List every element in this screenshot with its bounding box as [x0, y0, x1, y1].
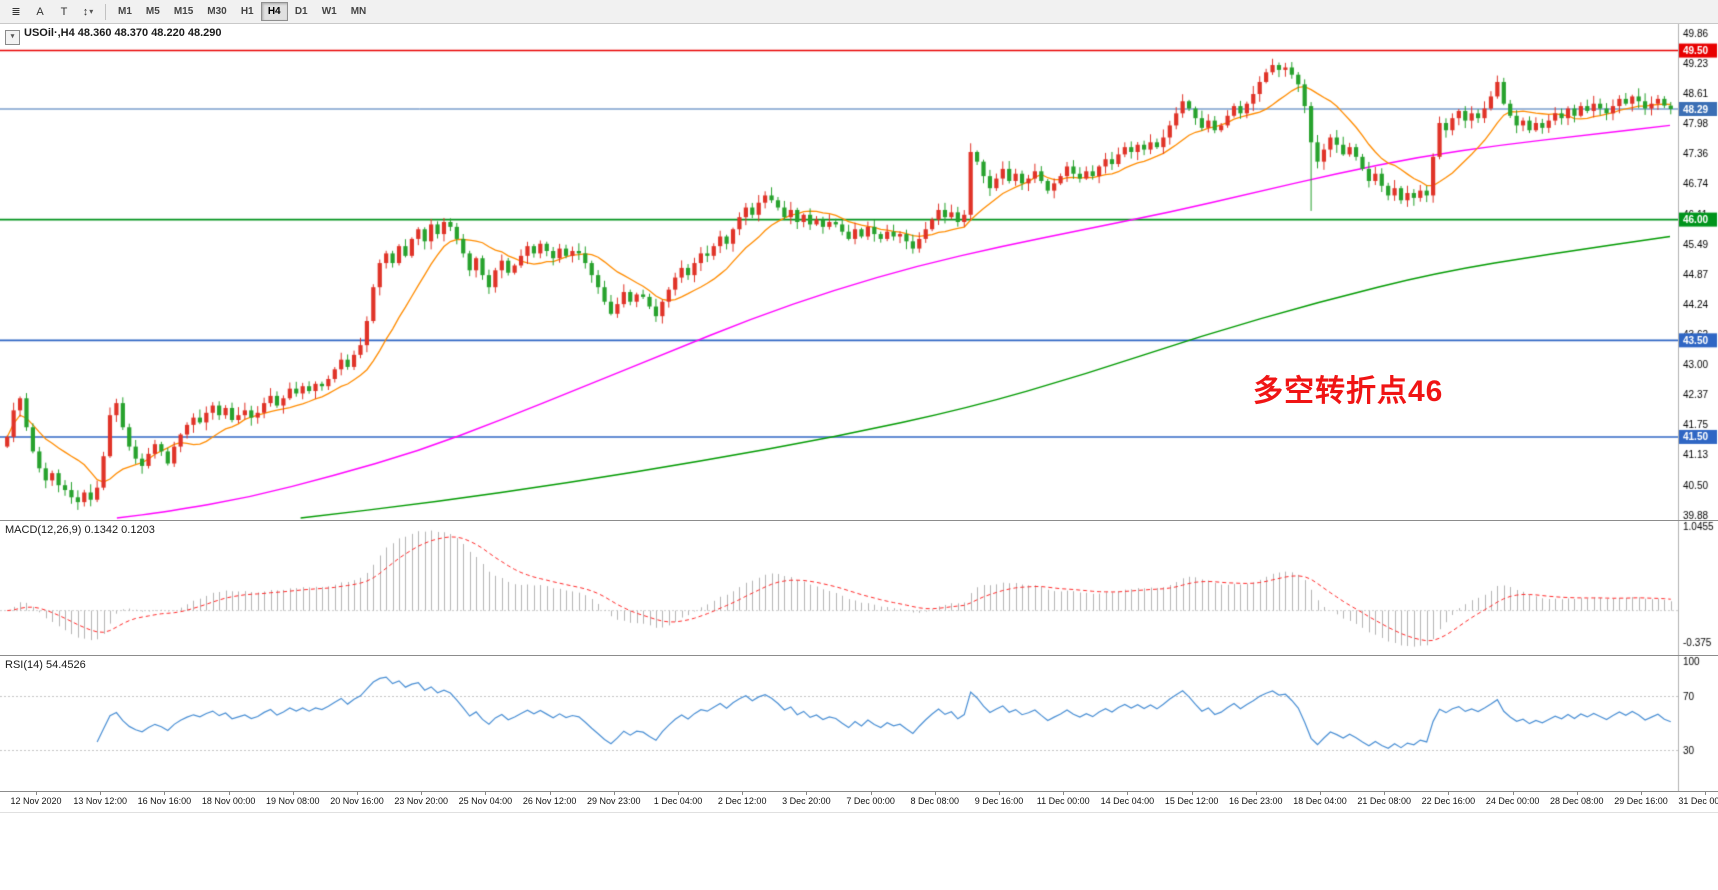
time-axis-label: 26 Nov 12:00	[522, 796, 577, 806]
letter-a-icon: A	[36, 5, 44, 18]
macd-label: MACD(12,26,9) 0.1342 0.1203	[5, 524, 155, 536]
time-axis-label: 7 Dec 00:00	[846, 796, 895, 806]
time-axis-label: 31 Dec 00:00	[1678, 796, 1718, 806]
timeframe-h4-button[interactable]: H4	[260, 2, 288, 21]
time-axis-tick	[1705, 792, 1707, 795]
quote-list-button[interactable]: ≣	[5, 2, 27, 21]
time-axis-label: 16 Nov 16:00	[137, 796, 192, 806]
time-axis-label: 29 Dec 16:00	[1614, 796, 1668, 806]
time-axis-tick	[742, 792, 744, 795]
collapse-toggle[interactable]: ▾	[5, 30, 20, 45]
timeframe-h1-button[interactable]: H1	[234, 2, 261, 21]
time-axis-tick	[1191, 792, 1193, 795]
chart-annotation: 多空转折点46	[1253, 375, 1444, 408]
time-axis-label: 15 Dec 12:00	[1164, 796, 1219, 806]
time-axis-tick	[1576, 792, 1578, 795]
rsi-canvas[interactable]	[0, 656, 1718, 791]
time-axis-tick	[36, 792, 37, 795]
scale-mode-button[interactable]: ↕ ▾	[77, 2, 99, 21]
timeframe-mn-button[interactable]: MN	[344, 2, 374, 21]
chevron-down-icon: ▾	[89, 7, 94, 16]
time-axis-tick	[549, 792, 551, 795]
text-tool-icon: T	[60, 5, 68, 18]
timeframe-d1-button[interactable]: D1	[288, 2, 315, 21]
time-axis-label: 3 Dec 20:00	[782, 796, 831, 806]
price-chart-canvas[interactable]	[0, 24, 1718, 520]
time-axis-tick	[164, 792, 166, 795]
timeframe-m1-button[interactable]: M1	[111, 2, 139, 21]
time-axis-tick	[357, 792, 358, 795]
time-axis-label: 2 Dec 12:00	[717, 796, 767, 806]
time-axis-label: 25 Nov 04:00	[458, 796, 513, 806]
time-axis-label: 1 Dec 04:00	[653, 796, 703, 806]
time-axis-label: 19 Nov 08:00	[266, 796, 320, 806]
timeframe-m30-button[interactable]: M30	[200, 2, 233, 21]
price-chart-panel: ▾ USOil·,H4 48.360 48.370 48.220 48.290 多…	[0, 24, 1718, 521]
time-axis-label: 22 Dec 16:00	[1421, 796, 1476, 806]
time-axis-label: 16 Dec 23:00	[1229, 796, 1283, 806]
timeframe-m5-button[interactable]: M5	[139, 2, 167, 21]
time-axis-label: 8 Dec 08:00	[910, 796, 960, 806]
time-axis-tick	[1448, 792, 1450, 795]
time-axis-tick	[292, 792, 294, 795]
time-axis-tick	[228, 792, 230, 795]
timeframe-w1-button[interactable]: W1	[315, 2, 344, 21]
letter-a-button[interactable]: A	[29, 2, 51, 21]
time-axis-tick	[934, 792, 936, 795]
time-axis-tick	[678, 792, 679, 795]
time-axis-tick	[1384, 792, 1386, 795]
time-axis-label: 20 Nov 16:00	[330, 796, 384, 806]
macd-panel: MACD(12,26,9) 0.1342 0.1203	[0, 521, 1718, 656]
time-axis-label: 23 Nov 20:00	[394, 796, 448, 806]
rsi-label: RSI(14) 54.4526	[5, 659, 86, 671]
time-axis-tick	[870, 792, 872, 795]
toolbar-separator	[105, 3, 106, 20]
time-axis-label: 11 Dec 00:00	[1036, 796, 1090, 806]
time-axis-label: 21 Dec 08:00	[1357, 796, 1411, 806]
time-axis-tick	[1255, 792, 1257, 795]
scale-mode-icon: ↕	[82, 5, 89, 18]
empty-area	[0, 813, 1718, 890]
time-axis-label: 9 Dec 16:00	[974, 796, 1024, 806]
time-axis-label: 13 Nov 12:00	[73, 796, 127, 806]
time-axis-label: 28 Dec 08:00	[1550, 796, 1604, 806]
time-axis[interactable]: 12 Nov 2020 13 Nov 12:00 16 Nov 16:00 18 No…	[0, 792, 1718, 813]
time-axis-tick	[806, 792, 808, 795]
time-axis-label: 18 Nov 00:00	[201, 796, 256, 806]
text-tool-button[interactable]: T	[53, 2, 75, 21]
time-axis-tick	[1512, 792, 1514, 795]
time-axis-label: 12 Nov 2020	[10, 796, 62, 806]
time-axis-tick	[1320, 792, 1321, 795]
time-axis-label: 18 Dec 04:00	[1293, 796, 1347, 806]
time-axis-tick	[613, 792, 615, 795]
time-axis-tick	[999, 792, 1000, 795]
time-axis-tick	[1063, 792, 1065, 795]
rsi-panel: RSI(14) 54.4526	[0, 656, 1718, 792]
time-axis-tick	[421, 792, 423, 795]
macd-canvas[interactable]	[0, 521, 1718, 655]
time-axis-tick	[485, 792, 487, 795]
time-axis-label: 14 Dec 04:00	[1100, 796, 1155, 806]
time-axis-label: 24 Dec 00:00	[1485, 796, 1540, 806]
time-axis-tick	[1641, 792, 1642, 795]
time-axis-tick	[100, 792, 102, 795]
time-axis-label: 29 Nov 23:00	[587, 796, 641, 806]
toolbar: ≣ A T ↕ ▾ M1 M5 M15 M30 H1 H4 D1 W1 MN	[0, 0, 1718, 24]
quote-list-icon: ≣	[11, 6, 21, 18]
time-axis-tick	[1127, 792, 1129, 795]
timeframe-m15-button[interactable]: M15	[167, 2, 200, 21]
chart-title: ▾ USOil·,H4 48.360 48.370 48.220 48.290	[5, 27, 222, 45]
symbol-ohlc-text: USOil·,H4 48.360 48.370 48.220 48.290	[24, 27, 222, 39]
